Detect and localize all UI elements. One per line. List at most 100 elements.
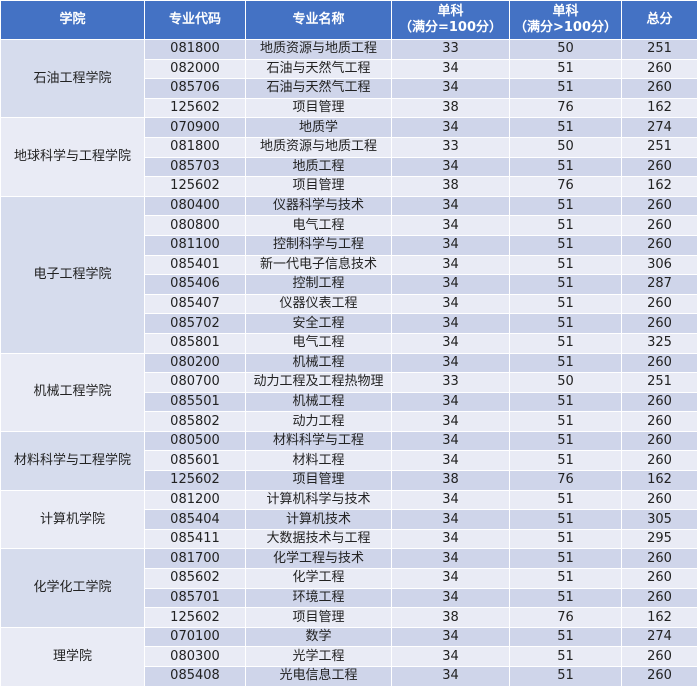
major-code-cell: 085602	[144, 568, 246, 589]
major-code-cell: 070900	[144, 117, 246, 138]
major-name-cell: 石油与天然气工程	[245, 58, 392, 80]
single-over100-cell: 51	[509, 156, 622, 178]
major-name-cell: 安全工程	[245, 313, 392, 334]
single-100-cell: 34	[391, 450, 510, 472]
major-code-cell: 125602	[144, 470, 246, 491]
total-score-cell: 260	[621, 352, 697, 374]
header-single-100-line2: （满分=100分）	[398, 20, 503, 35]
header-major-code: 专业代码	[144, 0, 246, 40]
single-100-cell: 34	[391, 528, 510, 550]
table-row: 085406 控制工程 34 51 287	[1, 274, 697, 295]
major-code-cell: 085501	[144, 391, 246, 413]
single-100-cell: 34	[391, 293, 510, 315]
major-code-cell: 085601	[144, 450, 246, 472]
total-score-cell: 306	[621, 254, 697, 276]
major-name-cell: 化学工程	[245, 568, 392, 589]
total-score-cell: 274	[621, 117, 697, 138]
table-row: 085702 安全工程 34 51 260	[1, 313, 697, 334]
major-code-cell: 085407	[144, 293, 246, 315]
table-row: 081100 控制科学与工程 34 51 260	[1, 234, 697, 256]
major-code-cell: 085411	[144, 528, 246, 550]
table-row: 085701 环境工程 34 51 260	[1, 587, 697, 609]
single-100-cell: 34	[391, 430, 510, 452]
major-name-cell: 大数据技术与工程	[245, 528, 392, 550]
table-row: 080800 电气工程 34 51 260	[1, 215, 697, 236]
total-score-cell: 260	[621, 313, 697, 334]
total-score-cell: 287	[621, 274, 697, 295]
single-over100-cell: 51	[509, 352, 622, 374]
total-score-cell: 260	[621, 58, 697, 80]
major-code-cell: 085702	[144, 313, 246, 334]
table-row: 125602 项目管理 38 76 162	[1, 97, 697, 119]
single-100-cell: 34	[391, 195, 510, 217]
major-code-cell: 081700	[144, 548, 246, 570]
major-code-cell: 085802	[144, 411, 246, 432]
major-code-cell: 080700	[144, 372, 246, 393]
major-code-cell: 080800	[144, 215, 246, 236]
single-over100-cell: 51	[509, 548, 622, 570]
major-code-cell: 085404	[144, 509, 246, 530]
single-over100-cell: 51	[509, 234, 622, 256]
table-row: 085501 机械工程 34 51 260	[1, 391, 697, 413]
major-name-cell: 电气工程	[245, 332, 392, 354]
total-score-cell: 251	[621, 39, 697, 60]
table-row: 化学化工学院 081700 化学工程与技术 34 51 260	[0, 548, 697, 628]
single-over100-cell: 51	[509, 528, 622, 550]
college-cell: 化学化工学院	[0, 548, 145, 628]
single-over100-cell: 51	[509, 58, 622, 80]
total-score-cell: 260	[621, 548, 697, 570]
single-over100-cell: 51	[509, 195, 622, 217]
major-name-cell: 仪器仪表工程	[245, 293, 392, 315]
major-code-cell: 070100	[144, 626, 246, 648]
major-name-cell: 光学工程	[245, 646, 392, 667]
single-over100-cell: 51	[509, 391, 622, 413]
single-100-cell: 34	[391, 626, 510, 648]
single-over100-cell: 51	[509, 215, 622, 236]
major-code-cell: 080400	[144, 195, 246, 217]
table-row: 085408 光电信息工程 34 51 260	[1, 666, 697, 687]
total-score-cell: 325	[621, 332, 697, 354]
major-name-cell: 项目管理	[245, 176, 392, 197]
header-single-over100: 单科 （满分>100分）	[509, 0, 622, 40]
total-score-cell: 260	[621, 646, 697, 667]
header-row: 学院 专业代码 专业名称 单科 （满分=100分） 单科 （满分>100分） 总…	[0, 0, 697, 40]
total-score-cell: 260	[621, 391, 697, 413]
single-over100-cell: 51	[509, 489, 622, 511]
single-100-cell: 34	[391, 489, 510, 511]
single-100-cell: 38	[391, 607, 510, 628]
major-name-cell: 项目管理	[245, 97, 392, 119]
single-over100-cell: 51	[509, 332, 622, 354]
major-name-cell: 材料科学与工程	[245, 430, 392, 452]
table-row: 080700 动力工程及工程热物理 33 50 251	[1, 372, 697, 393]
major-code-cell: 080500	[144, 430, 246, 452]
total-score-cell: 260	[621, 411, 697, 432]
single-over100-cell: 51	[509, 509, 622, 530]
single-over100-cell: 76	[509, 97, 622, 119]
college-cell: 石油工程学院	[0, 38, 145, 119]
major-name-cell: 材料工程	[245, 450, 392, 472]
table-row: 085407 仪器仪表工程 34 51 260	[1, 293, 697, 315]
college-cell: 计算机学院	[0, 489, 145, 550]
total-score-cell: 162	[621, 607, 697, 628]
single-over100-cell: 51	[509, 78, 622, 99]
major-name-cell: 计算机技术	[245, 509, 392, 530]
major-name-cell: 项目管理	[245, 607, 392, 628]
single-over100-cell: 51	[509, 587, 622, 609]
single-100-cell: 34	[391, 78, 510, 99]
major-code-cell: 085401	[144, 254, 246, 276]
major-name-cell: 仪器科学与技术	[245, 195, 392, 217]
total-score-cell: 260	[621, 568, 697, 589]
total-score-cell: 260	[621, 293, 697, 315]
major-code-cell: 085703	[144, 156, 246, 178]
table-row: 材料科学与工程学院 080500 材料科学与工程 34 51 260	[0, 430, 697, 491]
total-score-cell: 260	[621, 430, 697, 452]
major-name-cell: 动力工程及工程热物理	[245, 372, 392, 393]
major-code-cell: 081100	[144, 234, 246, 256]
table-row: 机械工程学院 080200 机械工程 34 51 260	[0, 352, 697, 432]
major-code-cell: 085706	[144, 78, 246, 99]
single-over100-cell: 51	[509, 626, 622, 648]
major-code-cell: 080300	[144, 646, 246, 667]
table-row: 石油工程学院 081800 地质资源与地质工程 33 50 251	[0, 38, 697, 119]
single-over100-cell: 76	[509, 176, 622, 197]
major-code-cell: 085408	[144, 666, 246, 687]
